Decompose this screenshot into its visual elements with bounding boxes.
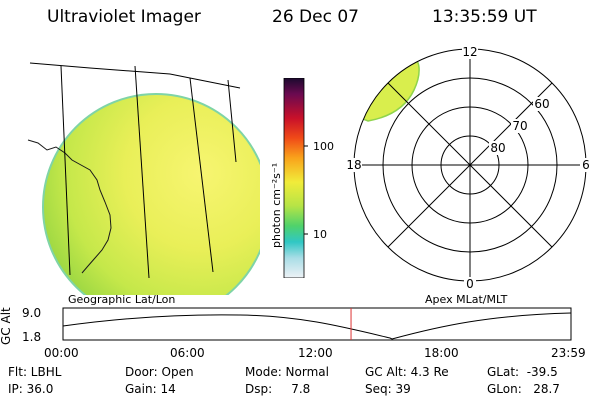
mlt-label-18: 18 (346, 158, 361, 172)
polar-grid (354, 49, 586, 281)
geographic-image-panel (20, 50, 260, 295)
date-label: 26 Dec 07 (272, 7, 359, 27)
time-label: 13:35:59 UT (432, 7, 537, 27)
instrument-title: Ultraviolet Imager (47, 7, 201, 27)
info-glon: GLon: 28.7 (487, 382, 560, 396)
colorbar-gradient (284, 78, 304, 278)
polar-plot-panel: 12 18 6 0 60 70 80 (340, 45, 598, 295)
polar-panel-label: Apex MLat/MLT (425, 293, 507, 306)
mlt-label-0: 0 (466, 277, 474, 291)
info-door: Door: Open (125, 365, 194, 379)
altitude-plot-frame (63, 308, 571, 340)
earth-disk (43, 94, 260, 295)
info-flt: Flt: LBHL (8, 365, 61, 379)
mlt-label-12: 12 (462, 45, 477, 59)
colorbar (282, 78, 312, 278)
altitude-ylabel: GC Alt (0, 307, 13, 345)
xtick-1200: 12:00 (298, 346, 333, 360)
info-dsp: Dsp: 7.8 (245, 382, 310, 396)
colorbar-tick-10: 10 (313, 228, 327, 241)
lat-label-80: 80 (490, 141, 505, 155)
lat-label-70: 70 (512, 119, 527, 133)
lat-label-60: 60 (534, 97, 549, 111)
info-gc-alt: GC Alt: 4.3 Re (365, 365, 449, 379)
info-gain: Gain: 14 (125, 382, 176, 396)
xtick-1800: 18:00 (424, 346, 459, 360)
info-mode: Mode: Normal (245, 365, 329, 379)
altitude-ytick-high: 9.0 (22, 306, 41, 320)
altitude-curve (63, 313, 571, 339)
mlt-label-6: 6 (582, 158, 590, 172)
info-seq: Seq: 39 (365, 382, 411, 396)
info-ip: IP: 36.0 (8, 382, 53, 396)
altitude-ytick-low: 1.8 (22, 330, 41, 344)
xtick-0000: 00:00 (44, 346, 79, 360)
info-glat: GLat: -39.5 (487, 365, 558, 379)
altitude-plot (60, 306, 576, 344)
colorbar-tick-100: 100 (313, 140, 334, 153)
geo-panel-label: Geographic Lat/Lon (68, 293, 175, 306)
colorbar-unit-label: photon cm⁻²s⁻¹ (270, 163, 283, 248)
xtick-2359: 23:59 (551, 346, 586, 360)
colorbar-ticks (304, 146, 308, 234)
xtick-0600: 06:00 (170, 346, 205, 360)
